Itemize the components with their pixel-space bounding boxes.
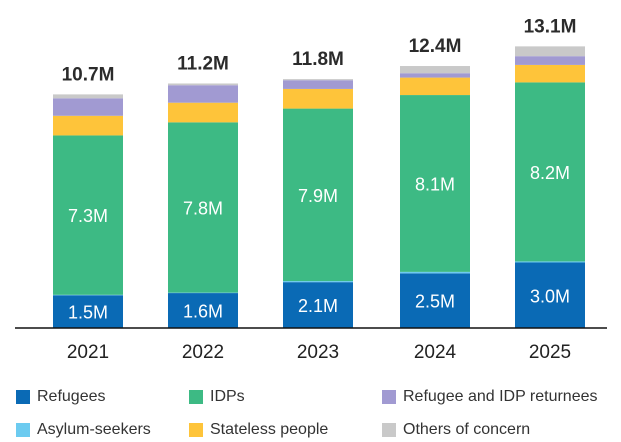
bar-segment-refugees-2021: [53, 295, 123, 328]
data-label-idps-2023: 7.9M: [298, 186, 338, 206]
x-tick-label-2023: 2023: [297, 342, 339, 363]
bar-segment-stateless-people-2024: [400, 77, 470, 96]
x-tick-label-2025: 2025: [529, 342, 571, 363]
bar-segment-stateless-people-2025: [515, 64, 585, 83]
bar-segment-idps-2021: [53, 135, 123, 295]
total-label-2024: 12.4M: [409, 36, 462, 57]
bar-segment-asylum-seekers-2023: [283, 281, 353, 283]
data-label-idps-2021: 7.3M: [68, 206, 108, 226]
legend-label-asylum-seekers: Asylum-seekers: [37, 421, 151, 438]
chart-legend: Refugees IDPs Refugee and IDP returnees …: [16, 386, 616, 442]
legend-swatch-idps: [189, 390, 203, 404]
bar-segment-stateless-people-2021: [53, 115, 123, 136]
bar-segment-refugees-2022: [168, 293, 238, 328]
legend-swatch-returnees: [382, 390, 396, 404]
data-label-idps-2025: 8.2M: [530, 163, 570, 183]
bar-segment-others-of-concern-2022: [168, 83, 238, 86]
bar-segment-refugee-and-idp-returnees-2024: [400, 73, 470, 78]
bar-segment-refugee-and-idp-returnees-2022: [168, 85, 238, 103]
legend-label-refugees: Refugees: [37, 388, 106, 405]
data-label-idps-2024: 8.1M: [415, 174, 455, 194]
bar-segment-asylum-seekers-2024: [400, 271, 470, 274]
bar-segment-stateless-people-2022: [168, 102, 238, 123]
data-label-refugees-2022: 1.6M: [183, 302, 223, 322]
legend-item-others: Others of concern: [382, 419, 530, 441]
legend-label-idps: IDPs: [210, 388, 245, 405]
legend-swatch-asylum-seekers: [16, 423, 30, 437]
data-label-refugees-2021: 1.5M: [68, 303, 108, 323]
total-label-2025: 13.1M: [524, 16, 577, 37]
legend-swatch-others: [382, 423, 396, 437]
bar-segment-others-of-concern-2023: [283, 79, 353, 81]
bar-segment-refugees-2024: [400, 273, 470, 328]
bar-segment-others-of-concern-2025: [515, 46, 585, 57]
legend-label-returnees: Refugee and IDP returnees: [403, 388, 598, 405]
x-tick-label-2021: 2021: [67, 342, 109, 363]
x-tick-label-2024: 2024: [414, 342, 457, 363]
data-label-refugees-2023: 2.1M: [298, 296, 338, 316]
data-label-idps-2022: 7.8M: [183, 198, 223, 218]
bar-segment-refugees-2025: [515, 262, 585, 328]
legend-item-stateless: Stateless people: [189, 419, 328, 441]
legend-swatch-stateless: [189, 423, 203, 437]
legend-label-stateless: Stateless people: [210, 421, 329, 438]
x-tick-label-2022: 2022: [182, 342, 224, 363]
legend-swatch-refugees: [16, 390, 30, 404]
bar-segment-idps-2023: [283, 108, 353, 282]
bar-segment-others-of-concern-2021: [53, 94, 123, 99]
bar-segment-idps-2024: [400, 95, 470, 272]
data-label-refugees-2025: 3.0M: [530, 286, 570, 306]
legend-item-idps: IDPs: [189, 386, 245, 408]
bar-segment-refugee-and-idp-returnees-2023: [283, 80, 353, 89]
bar-segment-asylum-seekers-2025: [515, 261, 585, 263]
bar-segment-refugee-and-idp-returnees-2025: [515, 56, 585, 65]
bar-segment-refugee-and-idp-returnees-2021: [53, 98, 123, 116]
legend-item-asylum-seekers: Asylum-seekers: [16, 419, 151, 441]
bar-segment-others-of-concern-2024: [400, 66, 470, 74]
bar-segment-stateless-people-2023: [283, 88, 353, 109]
total-label-2021: 10.7M: [62, 64, 115, 85]
data-label-refugees-2024: 2.5M: [415, 292, 455, 312]
bar-segment-refugees-2023: [283, 282, 353, 328]
legend-item-refugees: Refugees: [16, 386, 106, 408]
legend-item-returnees: Refugee and IDP returnees: [382, 386, 598, 408]
total-label-2023: 11.8M: [292, 49, 344, 70]
total-label-2022: 11.2M: [177, 53, 229, 74]
bar-segment-idps-2025: [515, 82, 585, 262]
legend-label-others: Others of concern: [403, 421, 531, 438]
bar-segment-idps-2022: [168, 122, 238, 293]
